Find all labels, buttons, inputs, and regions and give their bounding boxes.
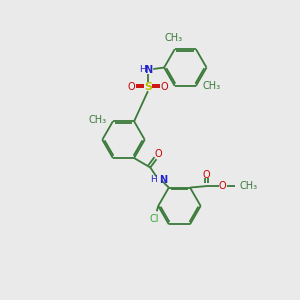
Text: O: O [160, 82, 168, 92]
Text: Cl: Cl [149, 214, 159, 224]
Text: O: O [219, 181, 226, 191]
Text: O: O [155, 149, 162, 159]
Text: CH₃: CH₃ [164, 33, 182, 43]
Text: O: O [202, 170, 210, 180]
Text: S: S [144, 82, 152, 92]
Text: CH₃: CH₃ [202, 81, 220, 91]
Text: CH₃: CH₃ [88, 115, 106, 125]
Text: CH₃: CH₃ [239, 181, 257, 191]
Text: H: H [151, 175, 157, 184]
Text: H: H [139, 65, 146, 74]
Text: N: N [144, 65, 152, 76]
Text: O: O [128, 82, 136, 92]
Text: N: N [159, 175, 167, 185]
